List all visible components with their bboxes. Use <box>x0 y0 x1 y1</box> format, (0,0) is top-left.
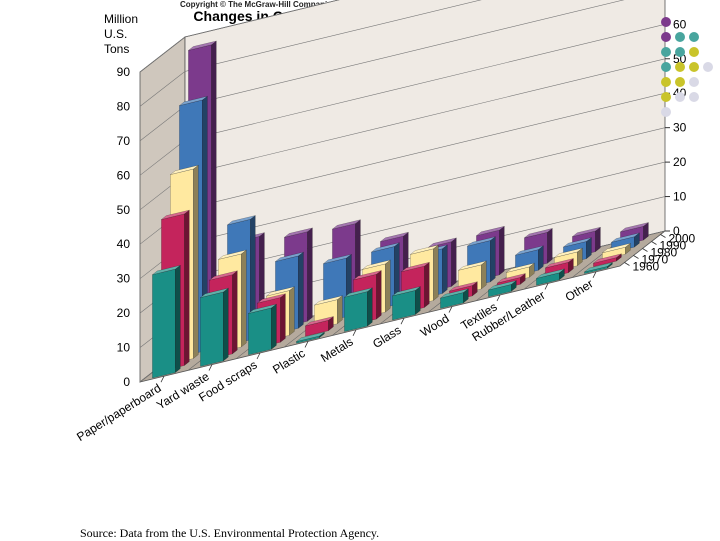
category-tick-6 <box>448 306 453 313</box>
bar-1960-wood <box>440 288 469 309</box>
bar-1980-textiles <box>506 262 535 284</box>
y-tick-left-20: 20 <box>117 306 131 320</box>
legend-dot-3-3 <box>703 62 713 72</box>
y-tick-left-90: 90 <box>117 65 131 79</box>
y-tick-left-0: 0 <box>123 375 130 389</box>
category-tick-5 <box>400 318 405 325</box>
legend-dot-2-2 <box>689 47 699 57</box>
legend-dot-4-0 <box>661 77 671 87</box>
bar-1960-yard-waste <box>200 287 229 367</box>
bar-1960-paper-paperboard <box>152 264 181 379</box>
y-tick-right-60: 60 <box>673 17 687 31</box>
category-tick-1 <box>208 364 213 371</box>
y-axis-label: Million U.S. Tons <box>104 12 139 56</box>
y-tick-left-30: 30 <box>117 272 131 286</box>
bar-1970-plastic <box>305 315 334 337</box>
y-tick-right-10: 10 <box>673 190 687 204</box>
legend-dot-5-2 <box>689 92 699 102</box>
y-tick-left-40: 40 <box>117 237 131 251</box>
category-label-plastic: Plastic <box>270 346 307 377</box>
category-tick-3 <box>304 341 309 348</box>
category-label-paper-paperboard: Paper/paperboard <box>74 381 163 444</box>
legend-dot-3-0 <box>661 62 671 72</box>
category-tick-4 <box>352 329 357 336</box>
category-tick-7 <box>496 294 501 302</box>
legend-dot-6-0 <box>661 107 671 117</box>
year-tick-1990 <box>651 241 657 245</box>
category-tick-9 <box>592 271 597 278</box>
category-tick-8 <box>544 283 549 290</box>
legend-dot-5-1 <box>675 92 685 102</box>
bar-1960-food-scraps <box>248 303 277 356</box>
y-tick-left-10: 10 <box>117 341 131 355</box>
category-tick-0 <box>160 376 165 383</box>
category-label-other: Other <box>563 276 596 304</box>
bar-1960-metals <box>344 287 373 332</box>
legend-dot-2-0 <box>661 47 671 57</box>
year-label-1990: 1990 <box>660 239 687 253</box>
legend-dot-4-1 <box>675 77 685 87</box>
year-tick-1980 <box>642 248 648 252</box>
year-label-1970: 1970 <box>642 253 669 267</box>
y-tick-left-50: 50 <box>117 203 131 217</box>
category-label-glass: Glass <box>370 323 403 351</box>
legend-dot-2-1 <box>675 47 685 57</box>
y-tick-right-30: 30 <box>673 121 687 135</box>
legend-dot-1-1 <box>675 32 685 42</box>
category-label-wood: Wood <box>418 311 452 339</box>
year-label-2000: 2000 <box>669 232 696 246</box>
bar-1960-rubber-leather <box>536 268 565 286</box>
year-label-1980: 1980 <box>651 246 678 260</box>
year-tick-1960 <box>624 262 630 266</box>
y-tick-right-0: 0 <box>673 224 680 238</box>
year-label-1960: 1960 <box>633 260 660 274</box>
y-tick-left-70: 70 <box>117 134 131 148</box>
bar-1960-glass <box>392 285 421 321</box>
year-tick-1970 <box>633 255 639 259</box>
bar-1960-other <box>584 261 613 274</box>
legend-dot-0-0 <box>661 17 671 27</box>
year-tick-2000 <box>660 234 666 238</box>
legend-dot-3-2 <box>689 62 699 72</box>
category-label-metals: Metals <box>318 334 355 365</box>
y-tick-left-60: 60 <box>117 168 131 182</box>
legend-dot-1-0 <box>661 32 671 42</box>
legend-dot-5-0 <box>661 92 671 102</box>
y-tick-right-20: 20 <box>673 155 687 169</box>
legend-dot-4-2 <box>689 77 699 87</box>
category-tick-2 <box>256 352 261 360</box>
gridline-90 <box>139 0 340 73</box>
bar-1970-other <box>593 253 622 267</box>
gridline-80 <box>139 0 482 107</box>
legend-dot-1-2 <box>689 32 699 42</box>
source-note: Source: Data from the U.S. Environmental… <box>80 526 380 540</box>
bar-1960-plastic <box>296 331 325 344</box>
legend-dot-3-1 <box>675 62 685 72</box>
y-tick-left-80: 80 <box>117 99 131 113</box>
bar-1960-textiles <box>488 279 517 298</box>
